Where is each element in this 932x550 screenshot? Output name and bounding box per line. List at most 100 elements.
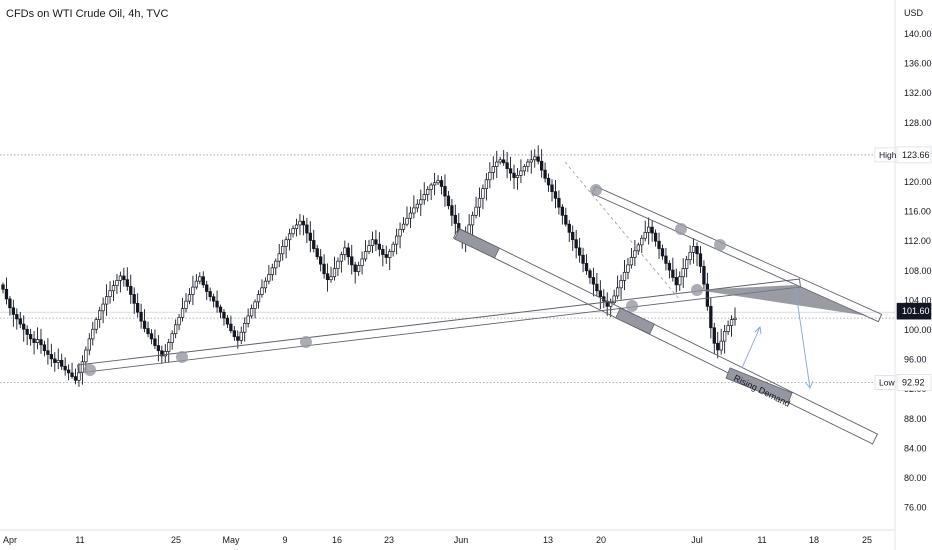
candle-body-up (270, 267, 274, 275)
candle (626, 257, 630, 280)
candle (726, 320, 730, 335)
candle-body-down (236, 336, 240, 341)
time-axis[interactable] (0, 530, 895, 550)
candle-body-up (104, 296, 109, 305)
candle (322, 254, 326, 279)
candle-body-down (63, 365, 67, 371)
candle (205, 280, 209, 300)
candle (350, 244, 354, 275)
candle-body-down (550, 184, 554, 192)
candle-body-up (336, 260, 340, 269)
candle-body-down (73, 376, 78, 381)
candle-body-up (391, 243, 395, 252)
candle (681, 258, 685, 288)
candle-body-down (657, 240, 661, 249)
candle-body-up (249, 308, 254, 317)
candle-body-up (329, 276, 333, 281)
candle (695, 242, 699, 267)
candle-body-up (519, 170, 523, 176)
candle-body-down (205, 284, 209, 292)
candle (53, 352, 57, 372)
candle (87, 333, 91, 356)
candle (484, 172, 489, 201)
candle (18, 311, 22, 329)
candle-body-up (477, 197, 482, 208)
y-tick-label: 120.00 (904, 177, 932, 187)
candle (319, 249, 323, 272)
candle-body-up (56, 359, 60, 363)
candle (122, 267, 126, 287)
candle-body-down (353, 264, 357, 272)
candle (263, 277, 268, 293)
candle-body-up (405, 217, 409, 225)
candle (539, 149, 544, 178)
price-axis[interactable] (895, 0, 932, 550)
candle (70, 362, 74, 379)
low-value: 92.92 (902, 377, 925, 387)
touch-point-marker (84, 364, 96, 376)
candle (633, 240, 637, 267)
candle-body-up (360, 258, 364, 266)
candle (367, 239, 371, 255)
last-price-value: 101.60 (902, 306, 930, 316)
candles-group (1, 145, 737, 387)
candle (284, 236, 288, 259)
candle-body-down (581, 254, 585, 264)
candle-body-down (218, 306, 223, 313)
candle-body-down (543, 169, 547, 179)
low-value-box (896, 374, 932, 391)
candle (377, 232, 382, 257)
candle (588, 268, 592, 284)
candle (246, 308, 250, 328)
candle-body-down (536, 156, 540, 162)
candle-body-up (173, 324, 178, 335)
candle (674, 268, 678, 293)
touch-point-marker (590, 184, 602, 196)
candle (533, 149, 537, 168)
candle (187, 288, 192, 305)
candle-body-down (450, 205, 454, 216)
candle-body-up (370, 239, 375, 246)
candle (702, 260, 706, 290)
candle-body-up (619, 280, 623, 289)
high-value-box (896, 146, 932, 164)
candle-body-down (208, 291, 212, 298)
candle (49, 343, 53, 367)
candle (567, 220, 571, 243)
candle (104, 284, 109, 316)
candle (446, 191, 451, 210)
candle (405, 206, 409, 227)
candle (243, 317, 247, 342)
candle (312, 229, 316, 253)
candle-body-down (446, 195, 451, 207)
candle-body-down (553, 191, 558, 199)
candle-body-up (691, 246, 696, 253)
candle-body-up (643, 231, 647, 239)
x-tick-label: 11 (757, 535, 766, 545)
candle-body-down (129, 285, 133, 295)
candle (191, 275, 195, 306)
candle (201, 271, 205, 288)
candle-body-up (170, 333, 174, 343)
candle-body-up (415, 203, 419, 209)
candle (146, 321, 150, 338)
candle (653, 229, 658, 247)
candle-body-down (132, 294, 136, 304)
candle-body-down (702, 266, 706, 285)
candle-body-down (508, 168, 513, 174)
candle-body-up (488, 172, 492, 181)
candle-body-down (305, 224, 309, 234)
candle (356, 261, 361, 276)
touch-point-marker (626, 300, 638, 312)
candle-body-down (588, 270, 592, 278)
candle (698, 246, 703, 273)
candle (574, 229, 578, 259)
candle-body-up (522, 166, 527, 172)
candle-body-down (125, 279, 129, 287)
candle (239, 326, 243, 345)
candle (4, 277, 9, 305)
x-tick-label: Apr (3, 535, 17, 545)
candle-body-down (232, 330, 236, 338)
candle (32, 331, 36, 355)
